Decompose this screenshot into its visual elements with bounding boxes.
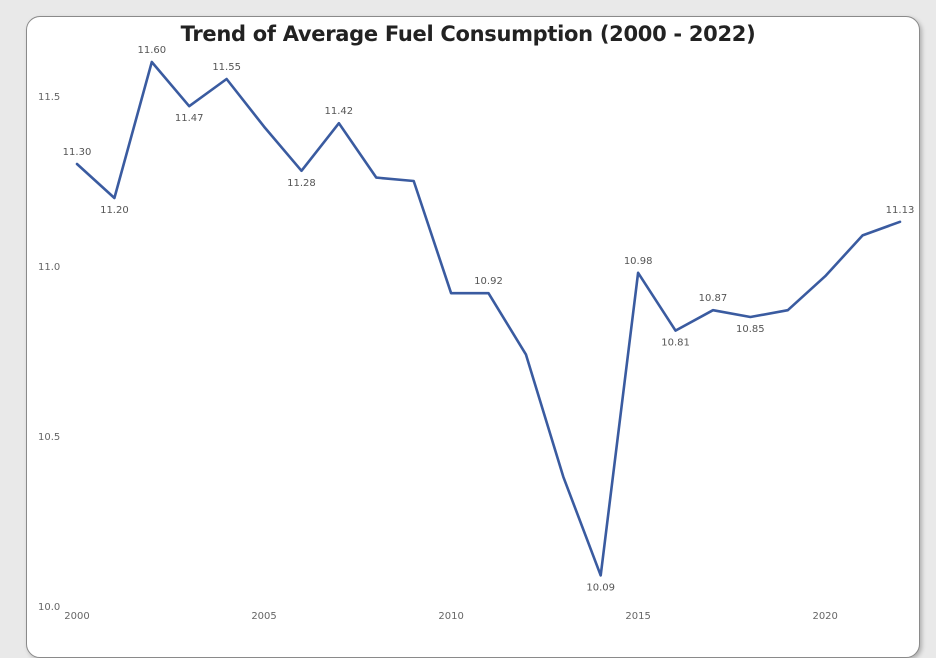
data-label: 10.81 [661,338,690,349]
data-label: 10.87 [699,293,728,304]
data-label: 10.98 [624,256,653,267]
data-labels: 11.30 11.20 11.60 11.47 11.55 11.28 11.42 10.92… [63,45,915,593]
data-label: 11.28 [287,178,316,189]
data-label: 11.30 [63,147,92,158]
data-label: 10.85 [736,324,765,335]
y-axis: 10.0 10.5 11.0 11.5 [38,92,60,613]
data-label: 11.60 [137,45,166,56]
x-tick-label: 2010 [438,611,463,622]
chart-title: Trend of Average Fuel Consumption (2000 … [180,22,756,46]
y-tick-label: 11.5 [38,92,60,103]
data-label: 11.13 [886,205,915,216]
data-label: 11.55 [212,62,241,73]
series-group [75,60,902,577]
data-label: 10.09 [586,582,615,593]
x-tick-label: 2020 [812,611,837,622]
y-tick-label: 10.0 [38,602,60,613]
data-label: 11.20 [100,205,129,216]
data-label: 11.47 [175,113,204,124]
x-tick-label: 2000 [64,611,89,622]
y-tick-label: 10.5 [38,432,60,443]
x-axis: 2000 2005 2010 2015 2020 [64,611,838,622]
x-tick-label: 2015 [625,611,650,622]
data-label: 11.42 [325,106,354,117]
chart-card [26,16,920,658]
data-label: 10.92 [474,276,503,287]
line-chart: 10.0 10.5 11.0 11.5 2000 2005 2010 2015 2020 11… [38,45,915,622]
y-tick-label: 11.0 [38,262,60,273]
x-tick-label: 2005 [251,611,276,622]
series-line [75,60,902,577]
